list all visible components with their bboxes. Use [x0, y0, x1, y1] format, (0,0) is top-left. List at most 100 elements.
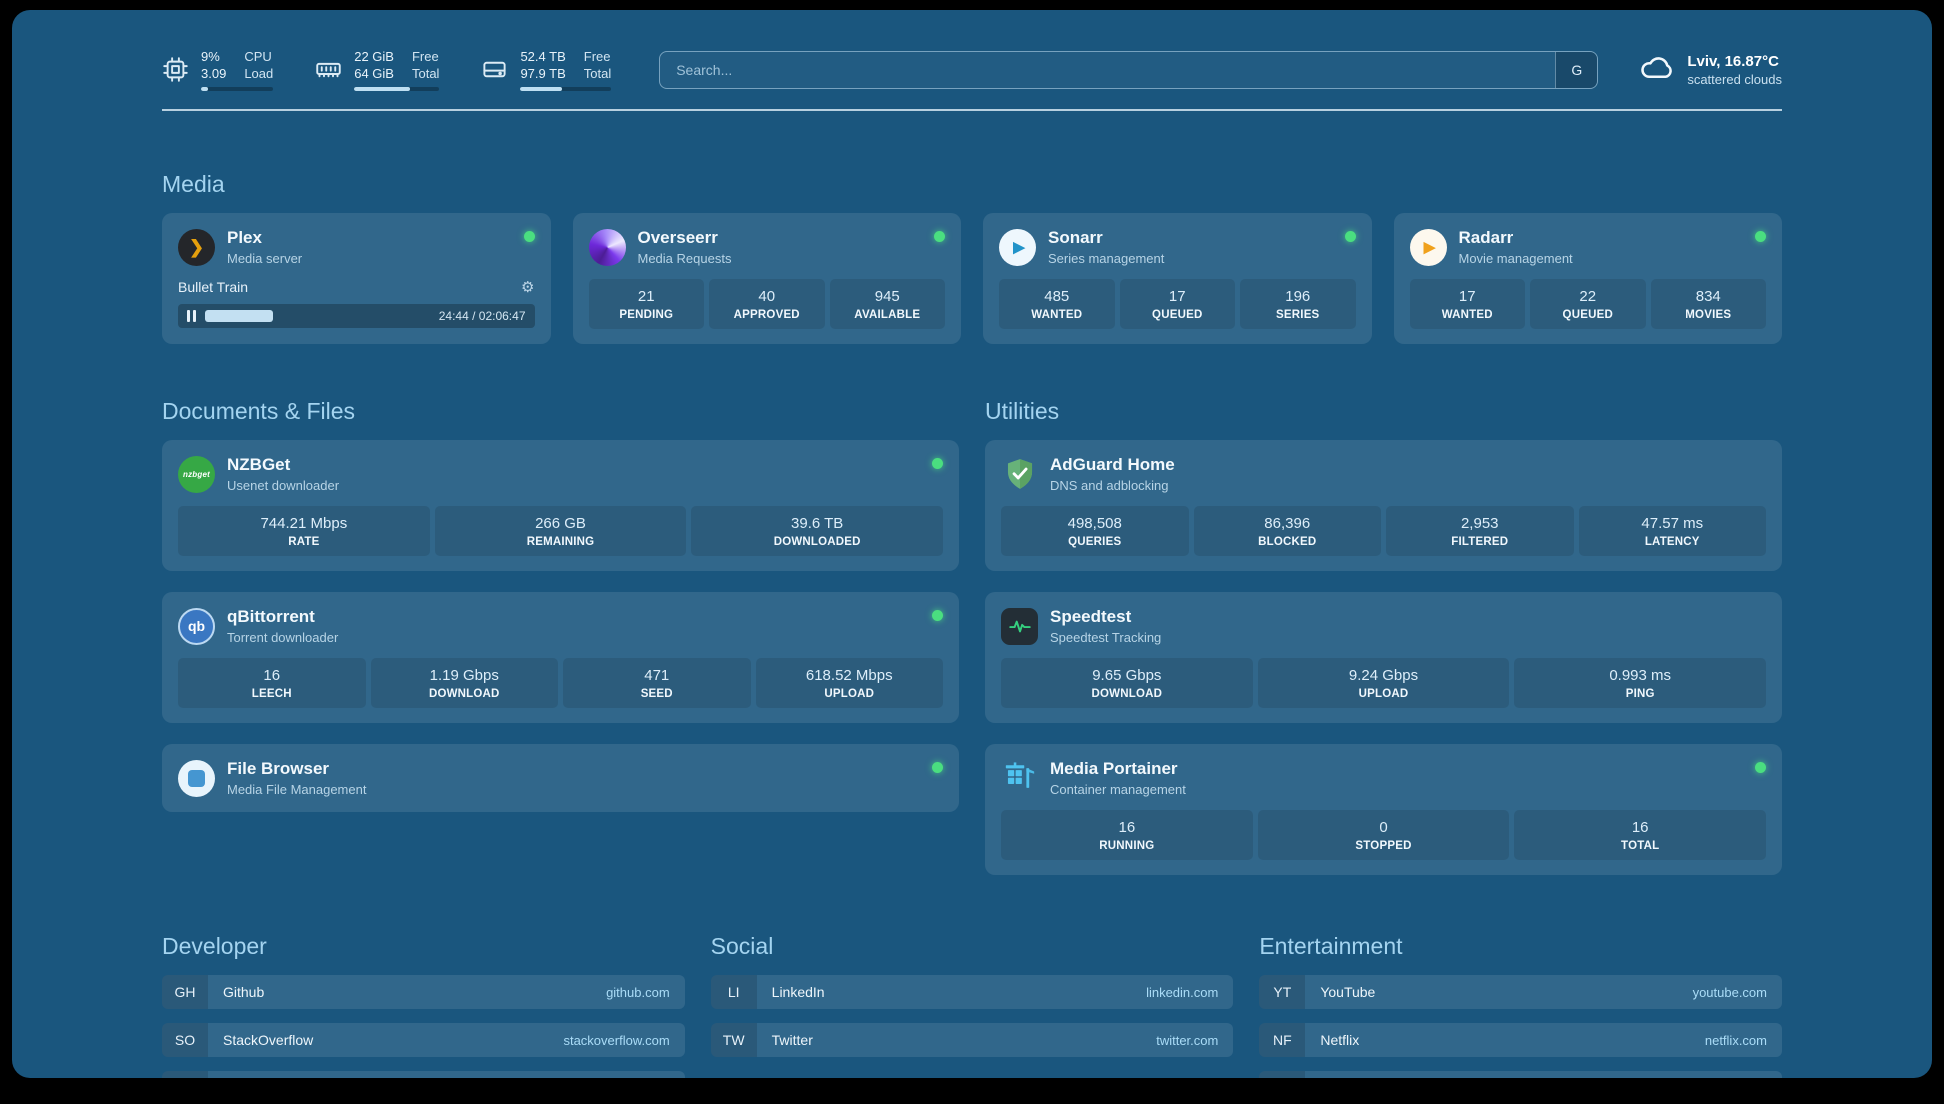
bookmark-linkedin[interactable]: LI LinkedIn linkedin.com [710, 975, 1234, 1009]
media-progress-bar: 24:44 / 02:06:47 [178, 304, 535, 328]
bookmark-name: YouTube [1320, 984, 1376, 1000]
resource-widgets: 9% 3.09 CPU Load [162, 48, 612, 91]
stat-upload: 9.24 Gbps UPLOAD [1257, 658, 1510, 708]
pause-icon[interactable] [187, 310, 196, 322]
bookmark-name: Twitter [771, 1032, 813, 1048]
stat-upload: 618.52 Mbps UPLOAD [755, 658, 943, 708]
service-subtitle: Series management [1048, 251, 1165, 266]
cpu-load-value: 3.09 [201, 66, 227, 81]
bookmark-domain: twitter.com [1156, 1032, 1219, 1048]
bookmark-name: StackOverflow [223, 1032, 314, 1048]
service-subtitle: Usenet downloader [227, 478, 340, 493]
service-link-nzbget[interactable]: nzbget NZBGet Usenet downloader [178, 455, 943, 493]
search-input[interactable] [660, 51, 1556, 88]
status-dot [523, 231, 535, 242]
service-card-qbittorrent: qb qBittorrent Torrent downloader 16 LEE… [162, 592, 959, 723]
service-card-radarr: ▶ Radarr Movie management 17 WANTED 22 Q… [1393, 213, 1782, 344]
bookmark-reddit[interactable]: RE Reddit reddit.com [1259, 1071, 1782, 1078]
service-link-filebrowser[interactable]: File Browser Media File Management [178, 759, 943, 797]
column-utilities: Utilities AdGuard Home DNS and adblockin… [985, 398, 1782, 875]
stat-pending: 21 PENDING [588, 279, 704, 329]
bookmark-dev[interactable]: DT DEV dev.to [162, 1071, 685, 1078]
stat-seed: 471 SEED [563, 658, 751, 708]
service-card-adguard: AdGuard Home DNS and adblocking 498,508 … [985, 440, 1782, 571]
service-link-adguard[interactable]: AdGuard Home DNS and adblocking [1001, 455, 1766, 493]
service-name: Speedtest [1050, 607, 1132, 626]
stat-queries: 498,508 QUERIES [1001, 506, 1189, 556]
top-bar: 9% 3.09 CPU Load [162, 48, 1782, 91]
bookmark-netflix[interactable]: NF Netflix netflix.com [1259, 1023, 1782, 1057]
memory-total-label: Total [411, 66, 440, 81]
disk-widget: 52.4 TB 97.9 TB Free Total [481, 48, 612, 91]
header-divider [162, 109, 1782, 111]
stat-running: 16 RUNNING [1001, 810, 1253, 860]
service-link-qbittorrent[interactable]: qb qBittorrent Torrent downloader [178, 607, 943, 645]
stat-download: 9.65 Gbps DOWNLOAD [1001, 658, 1253, 708]
status-dot [932, 610, 943, 621]
status-dot [934, 231, 945, 242]
stat-blocked: 86,396 BLOCKED [1193, 506, 1381, 556]
filebrowser-icon [178, 759, 215, 797]
bookmark-group-developer: Developer GH Github github.com SO StackO… [162, 933, 685, 1078]
service-name: Radarr [1458, 228, 1514, 247]
service-link-portainer[interactable]: Media Portainer Container management [1001, 759, 1766, 797]
bookmark-twitter[interactable]: TW Twitter twitter.com [710, 1023, 1234, 1057]
service-subtitle: Container management [1050, 782, 1186, 797]
section-title-media: Media [162, 171, 225, 197]
service-link-speedtest[interactable]: Speedtest Speedtest Tracking [1001, 607, 1766, 645]
stat-filtered: 2,953 FILTERED [1386, 506, 1574, 556]
service-link-sonarr[interactable]: ▶ Sonarr Series management [999, 228, 1356, 266]
bookmark-abbr: NF [1259, 1023, 1306, 1057]
dashboard: 9% 3.09 CPU Load [12, 10, 1932, 1078]
speedtest-pulse-icon [1001, 607, 1038, 645]
stat-approved: 40 APPROVED [709, 279, 825, 329]
disk-free-label: Free [583, 49, 611, 64]
nzbget-icon: nzbget [178, 455, 215, 493]
disk-total-value: 97.9 TB [520, 66, 566, 81]
service-subtitle: Torrent downloader [227, 630, 339, 645]
gear-icon[interactable]: ⚙ [521, 278, 535, 296]
bookmark-abbr: DT [162, 1071, 208, 1078]
stat-latency: 47.57 ms LATENCY [1578, 506, 1766, 556]
service-name: Sonarr [1048, 228, 1103, 247]
status-dot [932, 762, 943, 773]
service-card-portainer: Media Portainer Container management 16 … [985, 744, 1782, 875]
memory-widget: 22 GiB 64 GiB Free Total [315, 48, 440, 91]
stat-downloaded: 39.6 TB DOWNLOADED [691, 506, 944, 556]
service-name: Plex [227, 228, 262, 247]
bookmark-abbr: RE [1259, 1071, 1306, 1078]
service-name: Media Portainer [1050, 759, 1178, 778]
bookmark-youtube[interactable]: YT YouTube youtube.com [1259, 975, 1782, 1009]
section-title-documents: Documents & Files [162, 398, 356, 424]
service-subtitle: Media Requests [637, 251, 732, 266]
bookmark-github[interactable]: GH Github github.com [162, 975, 685, 1009]
section-title-utilities: Utilities [985, 398, 1060, 424]
stat-series: 196 SERIES [1240, 279, 1356, 329]
search-provider-button[interactable]: G [1555, 51, 1598, 88]
service-subtitle: Media File Management [227, 782, 367, 797]
stat-available: 945 AVAILABLE [829, 279, 945, 329]
bookmark-group-social: Social LI LinkedIn linkedin.com TW Twitt… [710, 933, 1234, 1078]
adguard-shield-icon [1001, 456, 1038, 493]
service-subtitle: Speedtest Tracking [1050, 630, 1162, 645]
service-subtitle: Movie management [1458, 251, 1573, 266]
plex-icon: ❯ [178, 228, 215, 266]
service-name: qBittorrent [227, 607, 315, 626]
bookmark-group-entertainment: Entertainment YT YouTube youtube.com NF … [1259, 933, 1782, 1078]
stat-queued: 22 QUEUED [1530, 279, 1646, 329]
service-card-speedtest: Speedtest Speedtest Tracking 9.65 Gbps D… [985, 592, 1782, 723]
service-link-overseerr[interactable]: Overseerr Media Requests [588, 228, 945, 266]
hard-drive-icon [481, 56, 508, 83]
bookmark-stackoverflow[interactable]: SO StackOverflow stackoverflow.com [162, 1023, 685, 1057]
qbittorrent-icon: qb [178, 607, 215, 645]
bookmark-abbr: YT [1259, 975, 1306, 1009]
service-link-plex[interactable]: ❯ Plex Media server [178, 228, 535, 266]
section-title-developer: Developer [162, 933, 267, 959]
service-link-radarr[interactable]: ▶ Radarr Movie management [1409, 228, 1766, 266]
stat-movies: 834 MOVIES [1650, 279, 1766, 329]
weather-widget: Lviv, 16.87°C scattered clouds [1638, 49, 1782, 90]
memory-free-label: Free [411, 49, 439, 64]
portainer-crane-icon [1001, 760, 1038, 797]
disk-total-label: Total [583, 66, 612, 81]
bookmark-domain: linkedin.com [1146, 984, 1219, 1000]
